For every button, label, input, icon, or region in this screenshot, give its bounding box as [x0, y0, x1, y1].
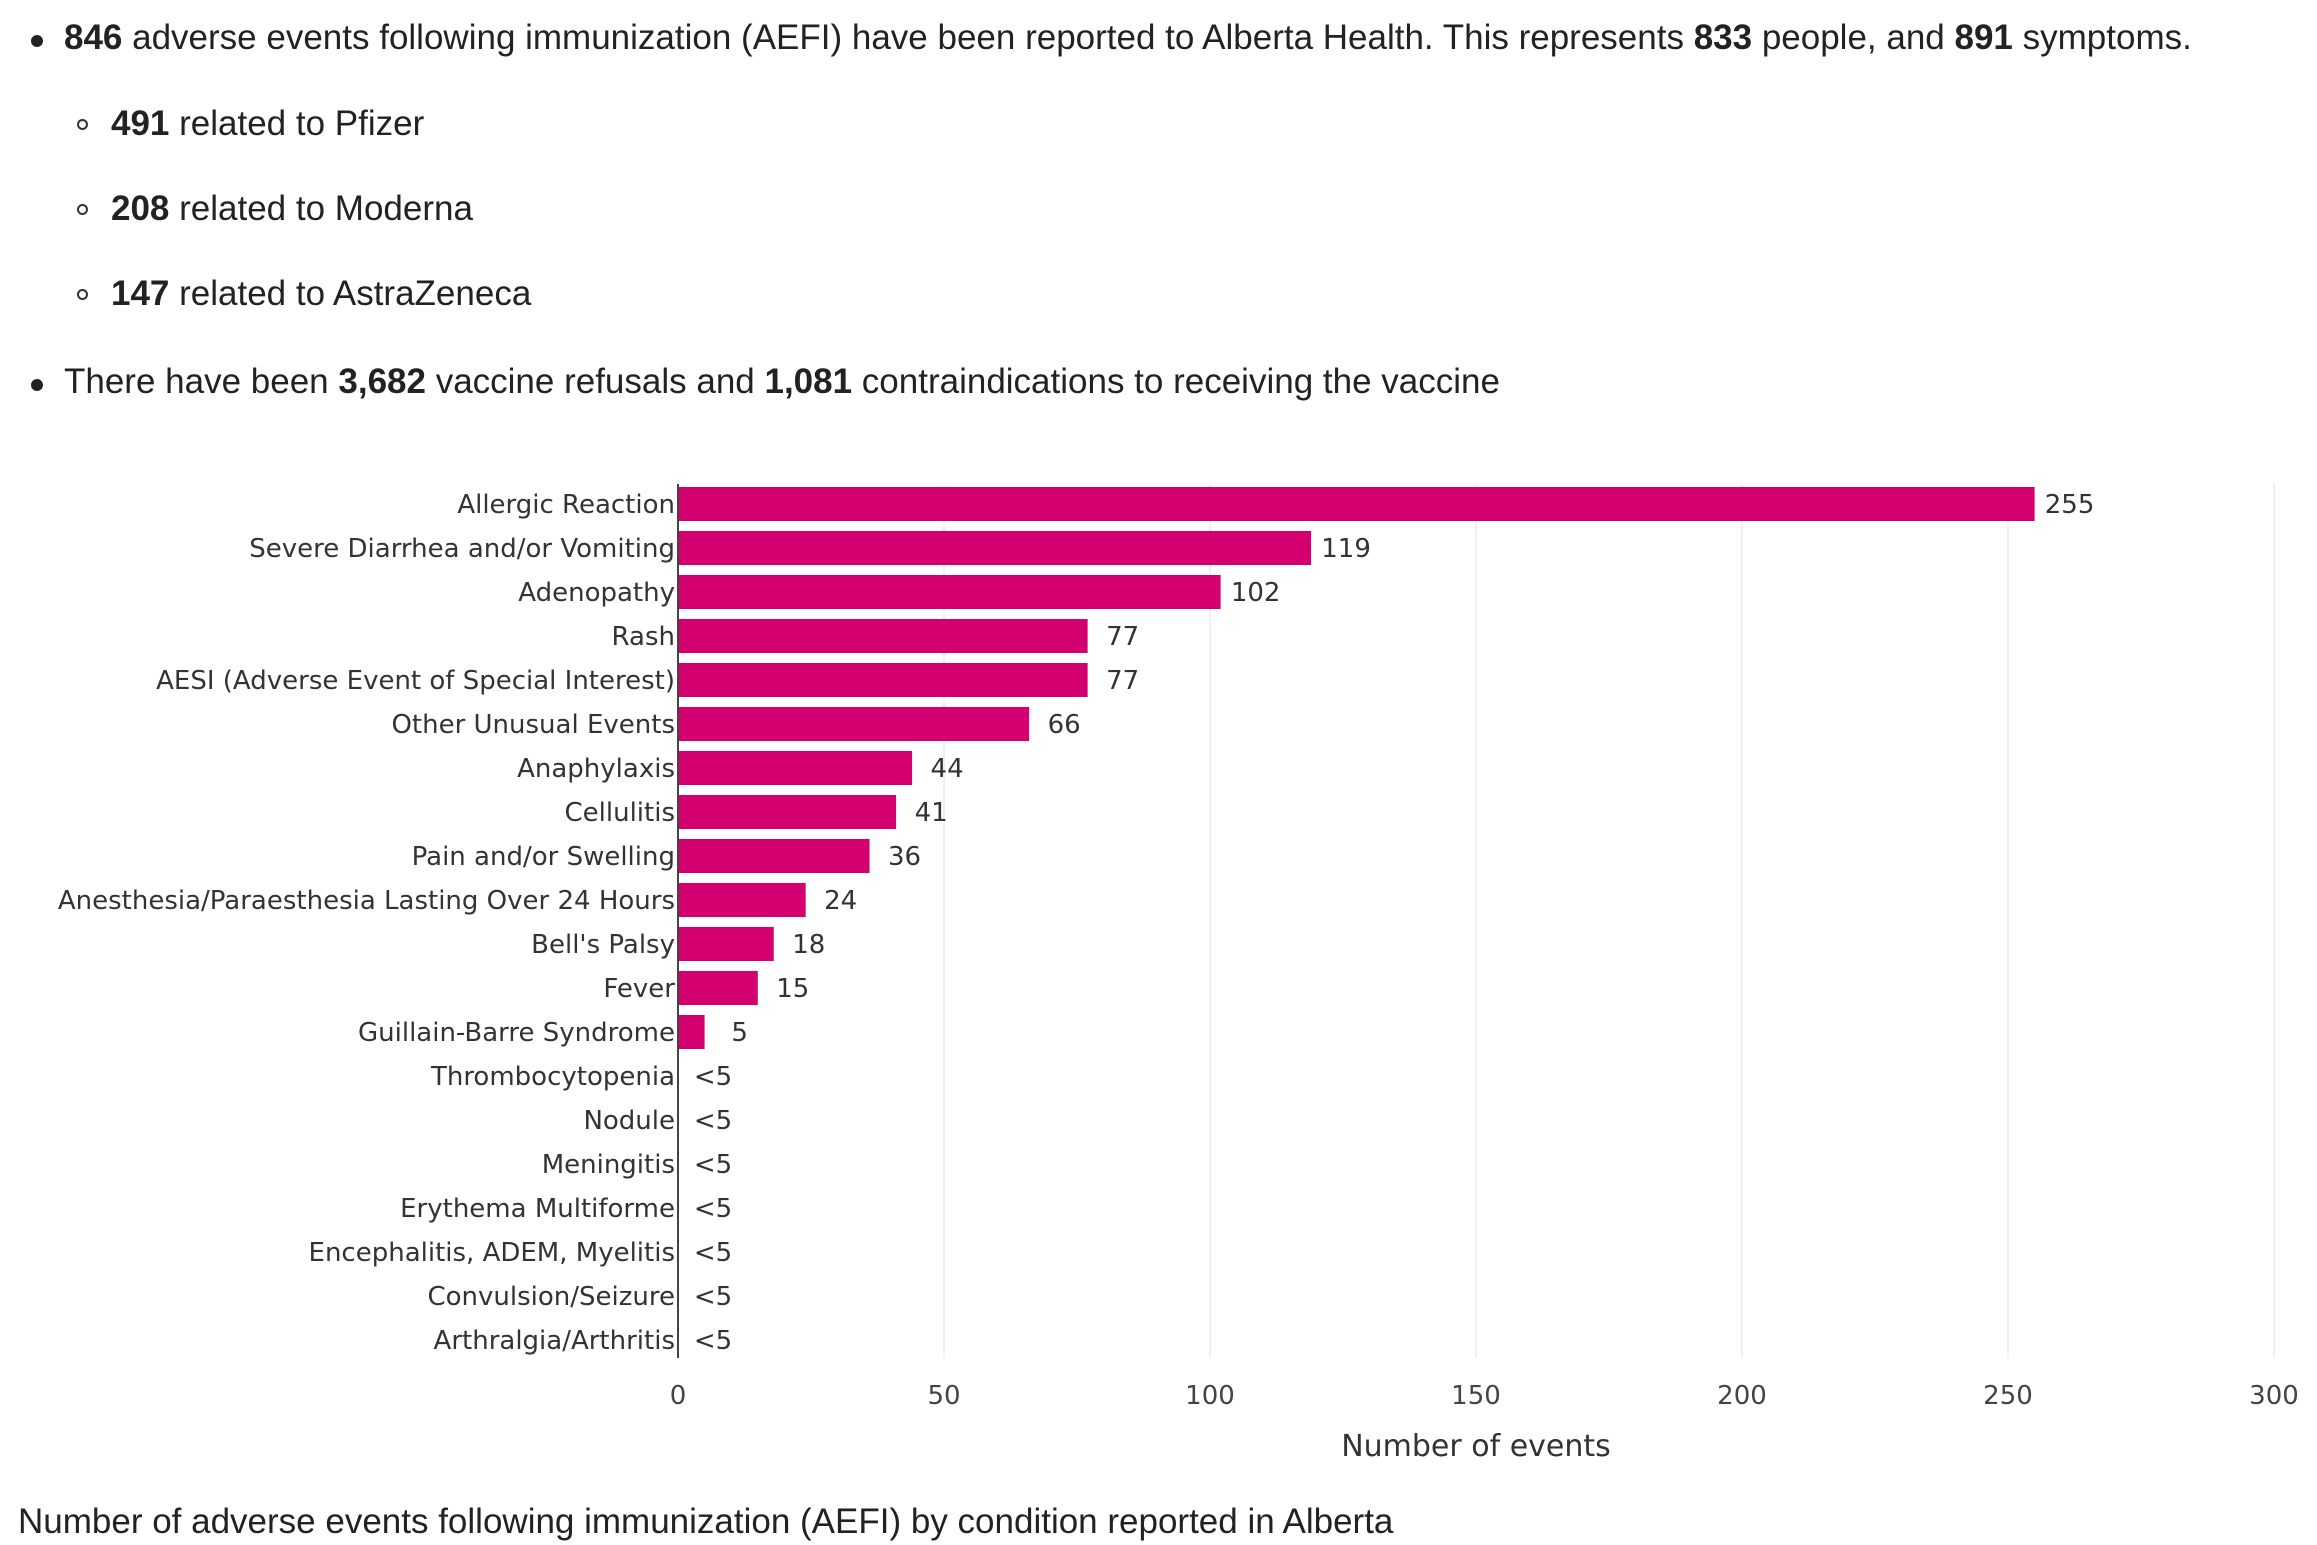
category-label: Severe Diarrhea and/or Vomiting	[249, 534, 675, 564]
vaccine-label: related to AstraZeneca	[169, 274, 532, 313]
bar	[679, 707, 1030, 741]
aefi-summary-line: 846 adverse events following immunizatio…	[31, 18, 2192, 58]
value-label: <5	[694, 1150, 732, 1180]
bar	[679, 795, 897, 829]
vaccine-count: 208	[111, 189, 170, 228]
value-label: 255	[2045, 490, 2095, 520]
value-label: 77	[1106, 622, 1139, 652]
vaccine-count: 147	[111, 274, 170, 313]
value-label: 77	[1106, 666, 1139, 696]
x-tick-label: 0	[670, 1381, 687, 1411]
bar	[679, 531, 1312, 565]
x-tick-label: 150	[1451, 1381, 1501, 1411]
value-label: 18	[792, 930, 825, 960]
contraindications-count: 1,081	[764, 362, 853, 401]
bar	[679, 619, 1088, 653]
category-label: Encephalitis, ADEM, Myelitis	[309, 1238, 675, 1268]
value-label: <5	[694, 1238, 732, 1268]
value-label: 119	[1321, 534, 1371, 564]
aefi-bar-chart: Allergic Reaction Severe Diarrhea and/or …	[58, 484, 2299, 1464]
vaccine-item-astrazeneca: 147 related to AstraZeneca	[77, 274, 532, 314]
category-label: Rash	[612, 622, 675, 652]
circle-bullet-icon	[77, 289, 88, 300]
bar	[679, 883, 806, 917]
symptoms-count: 891	[1954, 18, 2013, 57]
x-tick-label: 100	[1185, 1381, 1235, 1411]
bullet-icon	[31, 379, 43, 391]
x-tick-labels: 0 50 100 150 200 250 300	[670, 1381, 2299, 1411]
circle-bullet-icon	[77, 119, 88, 130]
summary-text: vaccine refusals and	[425, 362, 765, 401]
vaccine-count: 491	[111, 104, 170, 143]
x-tick-label: 200	[1717, 1381, 1767, 1411]
summary-text: symptoms.	[2012, 18, 2192, 57]
value-label: <5	[694, 1326, 732, 1356]
value-label: <5	[694, 1062, 732, 1092]
bar	[679, 663, 1088, 697]
gridlines	[943, 484, 2275, 1358]
vaccine-label: related to Moderna	[169, 189, 473, 228]
value-label: 15	[776, 974, 809, 1004]
category-label: Cellulitis	[565, 798, 676, 828]
bar	[679, 927, 774, 961]
vaccine-label: related to Pfizer	[169, 104, 425, 143]
category-label: AESI (Adverse Event of Special Interest)	[156, 666, 675, 696]
x-tick-label: 50	[927, 1381, 960, 1411]
summary-text: contraindications to receiving the vacci…	[852, 362, 1500, 401]
category-label: Thrombocytopenia	[430, 1062, 675, 1092]
category-label: Pain and/or Swelling	[412, 842, 675, 872]
vaccine-item-pfizer: 491 related to Pfizer	[77, 104, 425, 144]
category-labels: Allergic Reaction Severe Diarrhea and/or …	[58, 490, 675, 1356]
category-label: Other Unusual Events	[391, 710, 675, 740]
summary-text: people, and	[1752, 18, 1955, 57]
chart-caption: Number of adverse events following immun…	[18, 1502, 1394, 1541]
summary-text: There have been	[64, 362, 339, 401]
value-label: <5	[694, 1282, 732, 1312]
summary-text: adverse events following immunization (A…	[122, 18, 1694, 57]
bar	[679, 971, 758, 1005]
category-label: Bell's Palsy	[531, 930, 675, 960]
value-label: 102	[1231, 578, 1281, 608]
bar	[679, 487, 2035, 521]
value-label: 66	[1048, 710, 1081, 740]
category-label: Nodule	[583, 1106, 675, 1136]
category-label: Fever	[603, 974, 675, 1004]
value-label: <5	[694, 1106, 732, 1136]
category-label: Erythema Multiforme	[400, 1194, 675, 1224]
circle-bullet-icon	[77, 204, 88, 215]
category-label: Guillain-Barre Syndrome	[358, 1018, 675, 1048]
events-count: 846	[64, 18, 123, 57]
category-label: Convulsion/Seizure	[427, 1282, 675, 1312]
refusals-count: 3,682	[338, 362, 426, 401]
value-label: 36	[888, 842, 921, 872]
bar	[679, 1015, 705, 1049]
x-axis-title: Number of events	[1341, 1429, 1611, 1464]
category-label: Anaphylaxis	[517, 754, 675, 784]
bar	[679, 575, 1221, 609]
category-label: Allergic Reaction	[457, 490, 675, 520]
value-labels: 255 119 102 77 77 66 44 41 36 24 18 15 5 <5 <5 <5 <5 <5 <5…	[694, 490, 2095, 1356]
category-label: Anesthesia/Paraesthesia Lasting Over 24 …	[58, 886, 675, 916]
value-label: 5	[731, 1018, 748, 1048]
bars	[679, 487, 2035, 1049]
category-label: Arthralgia/Arthritis	[434, 1326, 675, 1356]
value-label: 24	[824, 886, 857, 916]
vaccine-item-moderna: 208 related to Moderna	[77, 189, 473, 229]
x-tick-label: 250	[1983, 1381, 2033, 1411]
bar	[679, 751, 913, 785]
x-tick-label: 300	[2249, 1381, 2299, 1411]
value-label: <5	[694, 1194, 732, 1224]
bar	[679, 839, 870, 873]
value-label: 44	[931, 754, 964, 784]
category-label: Meningitis	[542, 1150, 675, 1180]
value-label: 41	[915, 798, 948, 828]
refusals-summary-line: There have been 3,682 vaccine refusals a…	[31, 362, 1500, 402]
people-count: 833	[1693, 18, 1753, 57]
category-label: Adenopathy	[518, 578, 675, 608]
bullet-icon	[31, 35, 43, 47]
